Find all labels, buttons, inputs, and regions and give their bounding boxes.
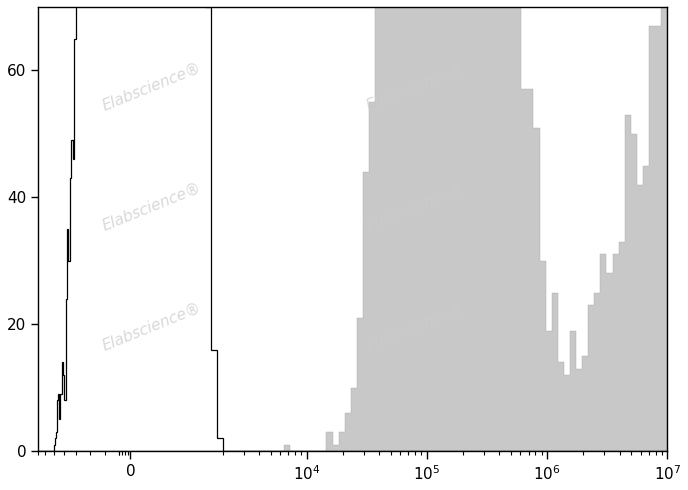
Text: Elabscience®: Elabscience® bbox=[100, 180, 203, 234]
Text: Elabscience®: Elabscience® bbox=[100, 300, 203, 353]
Text: Elabscience®: Elabscience® bbox=[364, 60, 467, 114]
Text: Elabscience®: Elabscience® bbox=[100, 60, 203, 114]
Polygon shape bbox=[38, 0, 667, 451]
Text: Elabscience®: Elabscience® bbox=[364, 300, 467, 353]
Text: Elabscience®: Elabscience® bbox=[364, 180, 467, 234]
